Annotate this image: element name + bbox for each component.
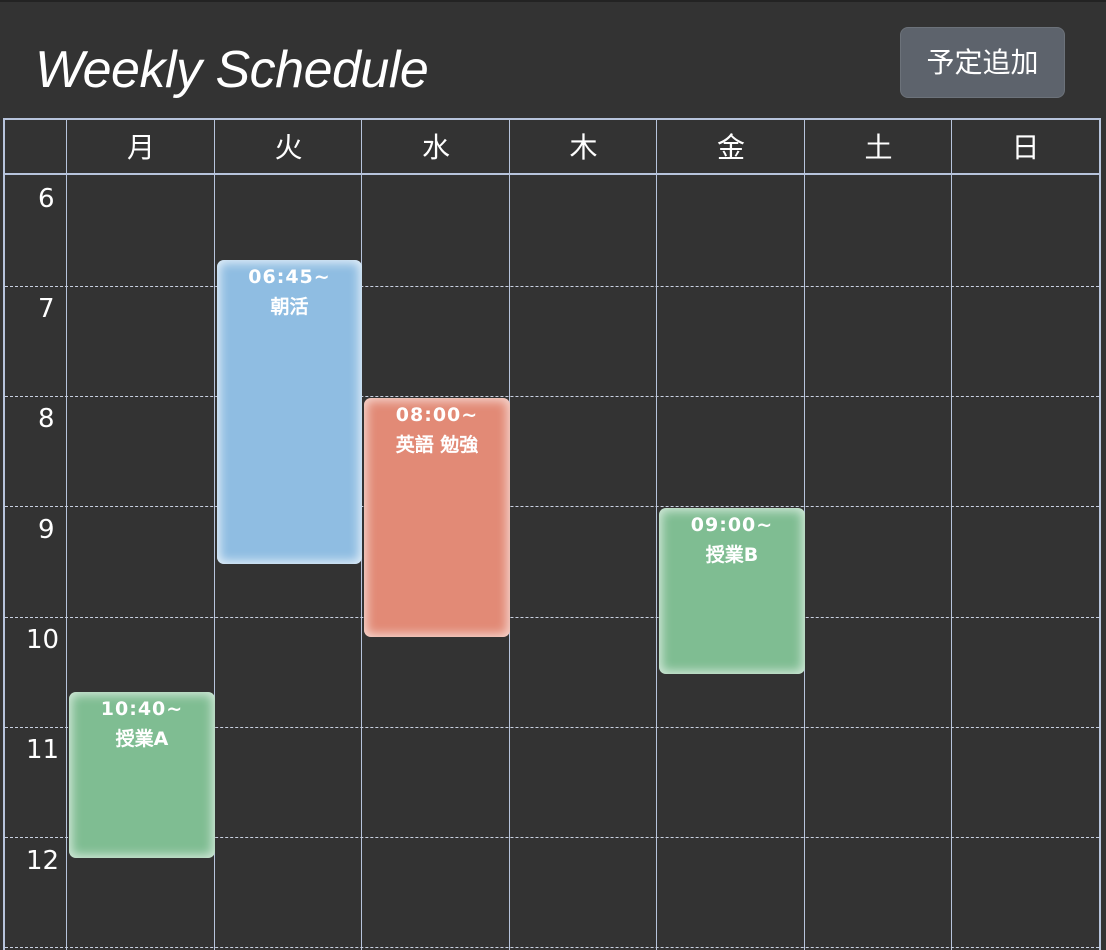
hour-divider xyxy=(5,617,1099,618)
day-header-tue: 火 xyxy=(274,131,303,164)
event-title: 朝活 xyxy=(270,296,309,318)
day-header-sat: 土 xyxy=(864,131,893,164)
hour-label-6: 6 xyxy=(38,184,55,214)
hour-label-8: 8 xyxy=(38,404,55,434)
event-card-class-b[interactable]: 09:00~ 授業B xyxy=(659,508,805,674)
event-title: 英語 勉強 xyxy=(395,434,479,456)
page-title: Weekly Schedule xyxy=(35,41,429,99)
add-schedule-button[interactable]: 予定追加 xyxy=(900,27,1065,98)
event-title: 授業B xyxy=(705,544,759,566)
hour-label-7: 7 xyxy=(38,294,55,324)
hour-label-9: 9 xyxy=(38,515,55,545)
event-time: 08:00~ xyxy=(395,404,479,426)
hour-divider xyxy=(5,396,1099,397)
event-time: 09:00~ xyxy=(690,514,774,536)
column-divider xyxy=(66,120,67,950)
hour-divider xyxy=(5,727,1099,728)
day-header-fri: 金 xyxy=(716,131,745,164)
event-card-class-a[interactable]: 10:40~ 授業A xyxy=(69,692,215,858)
schedule-grid: 月 火 水 木 金 土 日 6 7 8 9 10 11 12 xyxy=(3,118,1101,950)
event-time: 06:45~ xyxy=(248,266,331,288)
hour-label-12: 12 xyxy=(26,846,60,876)
event-card-asakatsu[interactable]: 06:45~ 朝活 xyxy=(217,260,362,564)
day-header-wed: 水 xyxy=(421,131,450,164)
hour-label-11: 11 xyxy=(26,735,60,765)
hour-divider xyxy=(5,837,1099,838)
day-header-sun: 日 xyxy=(1011,131,1040,164)
hour-divider xyxy=(5,506,1099,507)
hour-divider xyxy=(5,286,1099,287)
event-title: 授業A xyxy=(115,728,169,750)
column-divider xyxy=(656,120,657,950)
event-time: 10:40~ xyxy=(100,698,184,720)
hour-label-10: 10 xyxy=(26,625,60,655)
hour-divider xyxy=(5,947,1099,948)
column-divider xyxy=(951,120,952,950)
event-card-english-study[interactable]: 08:00~ 英語 勉強 xyxy=(364,398,510,637)
day-header-row: 月 火 水 木 金 土 日 xyxy=(5,120,1099,175)
day-header-mon: 月 xyxy=(126,131,155,164)
column-divider xyxy=(214,120,215,950)
day-header-thu: 木 xyxy=(569,131,598,164)
